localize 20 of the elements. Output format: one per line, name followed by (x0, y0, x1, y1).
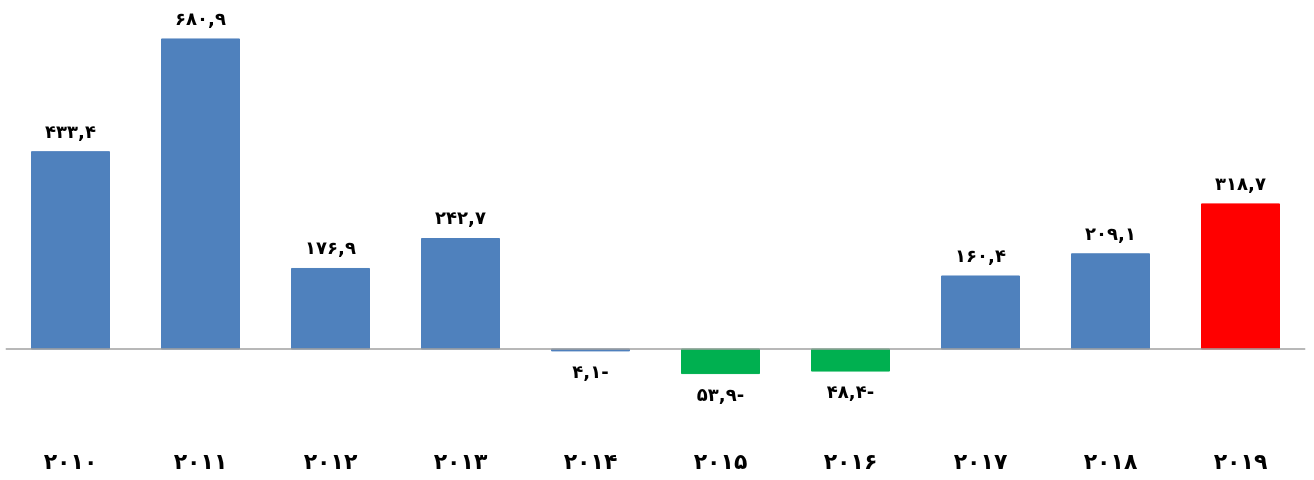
data-label: ۱۶۰,۴ (955, 244, 1006, 266)
x-tick-label: ۲۰۱۵ (693, 448, 748, 474)
x-tick-label: ۲۰۱۴ (563, 448, 618, 474)
data-label: -۴۸,۴ (826, 381, 875, 403)
x-tick-label: ۲۰۱۰ (43, 448, 98, 474)
data-label: ۲۴۲,۷ (435, 207, 486, 229)
data-label: ۳۱۸,۷ (1215, 172, 1266, 194)
x-tick-label: ۲۰۱۶ (823, 448, 878, 474)
data-label: ۱۷۶,۹ (305, 237, 356, 259)
data-label: -۴,۱ (572, 360, 609, 382)
x-tick-label: ۲۰۱۲ (303, 448, 358, 474)
x-tick-label: ۲۰۱۷ (953, 448, 1008, 474)
data-label: ۴۳۳,۴ (45, 120, 96, 142)
x-tick-label: ۲۰۱۱ (173, 448, 228, 474)
data-label: ۲۰۹,۱ (1085, 222, 1136, 244)
data-label: -۵۳,۹ (696, 383, 745, 405)
x-tick-label: ۲۰۱۳ (433, 448, 488, 474)
x-tick-label: ۲۰۱۹ (1213, 448, 1268, 474)
x-tick-label: ۲۰۱۸ (1083, 448, 1138, 474)
data-label: ۶۸۰,۹ (175, 7, 226, 29)
